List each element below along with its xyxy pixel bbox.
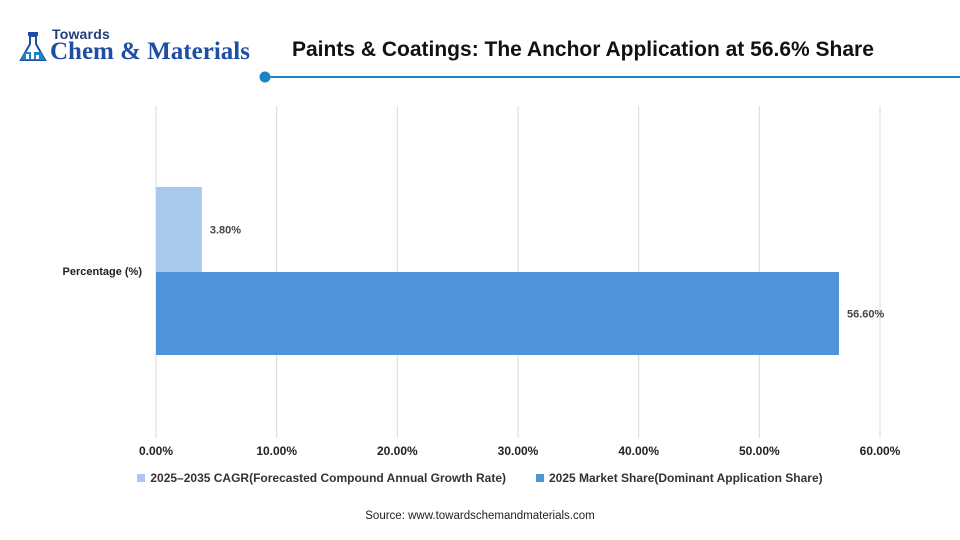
- logo-main-text: Chem & Materials: [50, 38, 250, 65]
- x-tick-label: 50.00%: [739, 444, 780, 458]
- page-title: Paints & Coatings: The Anchor Applicatio…: [292, 38, 874, 61]
- bar-cagr: [156, 187, 202, 272]
- x-tick-label: 20.00%: [377, 444, 418, 458]
- chart-legend: 2025–2035 CAGR(Forecasted Compound Annua…: [0, 471, 960, 485]
- x-tick-label: 40.00%: [618, 444, 659, 458]
- x-tick-label: 30.00%: [498, 444, 539, 458]
- x-tick-label: 0.00%: [139, 444, 173, 458]
- title-underline: [259, 71, 960, 83]
- x-tick-label: 60.00%: [860, 444, 901, 458]
- legend-label-share: 2025 Market Share(Dominant Application S…: [548, 471, 823, 485]
- legend-swatch-share: [535, 474, 544, 482]
- x-tick-label: 10.00%: [256, 444, 297, 458]
- data-label-market-share: 56.60%: [847, 309, 885, 321]
- legend-swatch-cagr: [137, 474, 146, 482]
- legend-item-share: 2025 Market Share(Dominant Application S…: [535, 471, 823, 485]
- data-label-cagr: 3.80%: [210, 225, 241, 237]
- legend-label-cagr: 2025–2035 CAGR(Forecasted Compound Annua…: [150, 471, 506, 485]
- logo-top-text: Towards: [52, 26, 110, 42]
- flask-icon: [19, 32, 47, 61]
- brand-logo: Towards Chem & Materials: [16, 26, 256, 66]
- source-note: Source: www.towardschemandmaterials.com: [365, 510, 595, 522]
- bar-market-share: [156, 272, 839, 355]
- legend-item-cagr: 2025–2035 CAGR(Forecasted Compound Annua…: [137, 471, 506, 485]
- y-category-label: Percentage (%): [63, 266, 143, 278]
